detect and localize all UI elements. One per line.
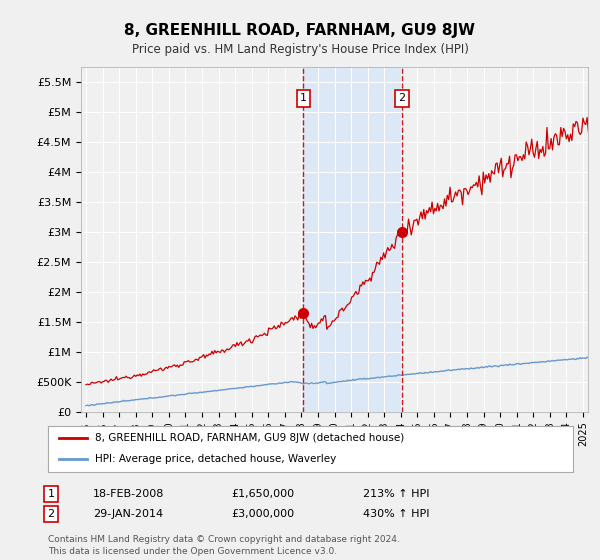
Text: HPI: Average price, detached house, Waverley: HPI: Average price, detached house, Wave… <box>95 454 337 464</box>
Text: Contains HM Land Registry data © Crown copyright and database right 2024.
This d: Contains HM Land Registry data © Crown c… <box>48 535 400 556</box>
Text: 2: 2 <box>47 509 55 519</box>
Text: 1: 1 <box>300 93 307 103</box>
Text: 2: 2 <box>398 93 406 103</box>
Text: 18-FEB-2008: 18-FEB-2008 <box>93 489 164 499</box>
Text: 213% ↑ HPI: 213% ↑ HPI <box>363 489 430 499</box>
Text: 430% ↑ HPI: 430% ↑ HPI <box>363 509 430 519</box>
Text: 8, GREENHILL ROAD, FARNHAM, GU9 8JW (detached house): 8, GREENHILL ROAD, FARNHAM, GU9 8JW (det… <box>95 433 404 443</box>
Text: 1: 1 <box>47 489 55 499</box>
Text: 29-JAN-2014: 29-JAN-2014 <box>93 509 163 519</box>
Text: £3,000,000: £3,000,000 <box>231 509 294 519</box>
Text: £1,650,000: £1,650,000 <box>231 489 294 499</box>
Bar <box>304 67 402 412</box>
Text: 8, GREENHILL ROAD, FARNHAM, GU9 8JW: 8, GREENHILL ROAD, FARNHAM, GU9 8JW <box>125 24 476 38</box>
Text: Price paid vs. HM Land Registry's House Price Index (HPI): Price paid vs. HM Land Registry's House … <box>131 43 469 56</box>
